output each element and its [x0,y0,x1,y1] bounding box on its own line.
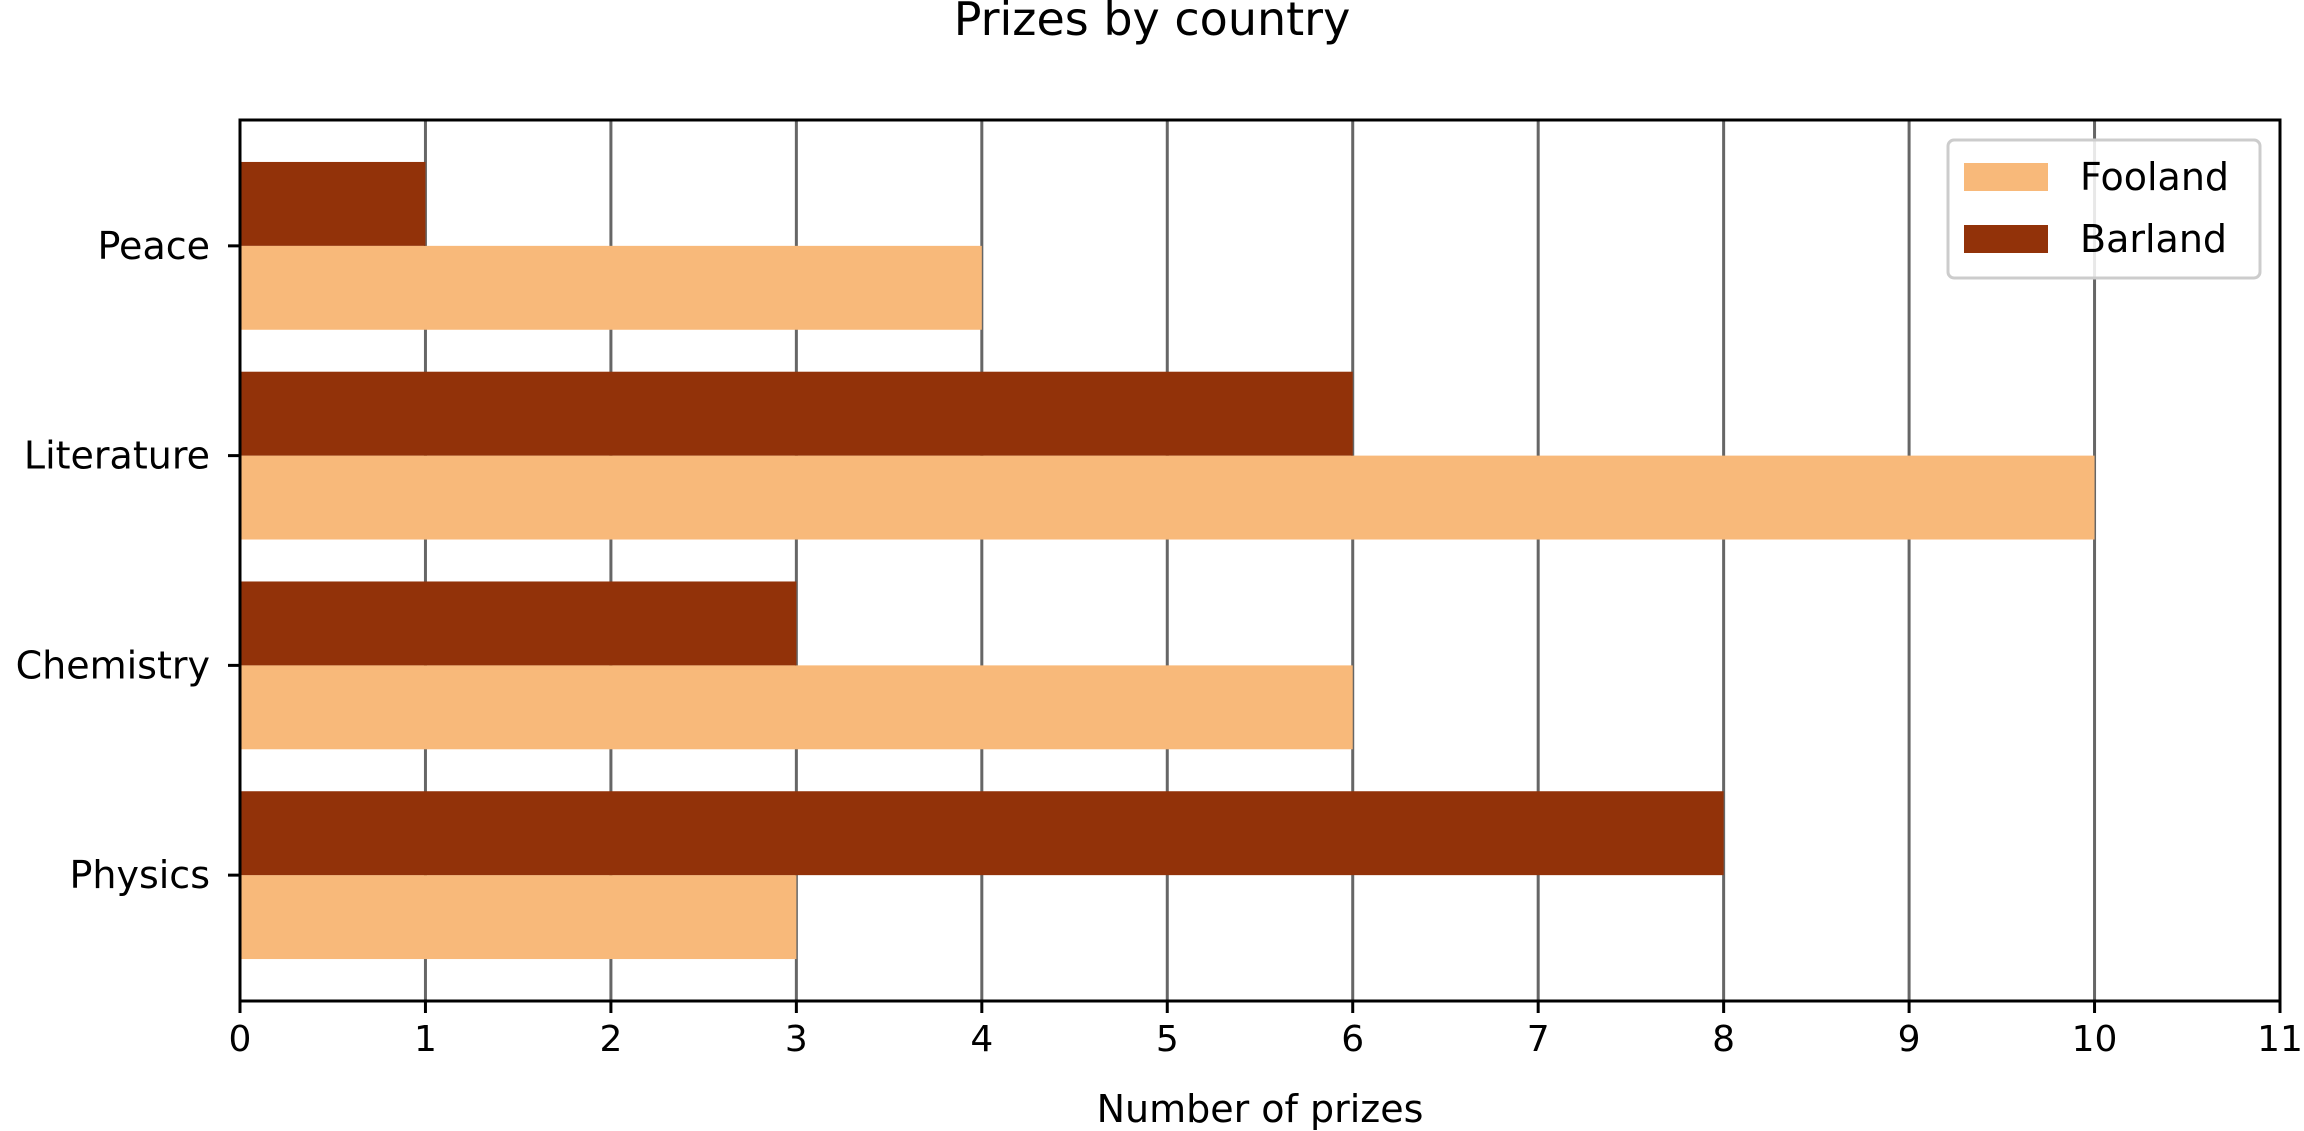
bar-fooland-physics [240,875,797,960]
y-tick-label: Peace [98,224,211,268]
legend-label-barland: Barland [2080,217,2227,261]
bar-fooland-chemistry [240,665,1353,750]
plot-frame [238,118,2282,1003]
y-tick-label: Chemistry [16,643,210,687]
x-tick-label: 4 [970,1019,993,1060]
x-tick-label: 1 [414,1019,437,1060]
bar-fooland-peace [240,245,982,330]
legend-label-fooland: Fooland [2080,155,2229,199]
bar-barland-physics [240,791,1724,876]
bar-fooland-literature [240,455,2095,540]
x-tick-label: 3 [785,1019,808,1060]
x-tick-label: 7 [1527,1019,1550,1060]
x-tick-label: 2 [599,1019,622,1060]
x-tick-label: 0 [229,1019,252,1060]
x-axis-ticks: 0 1 2 3 4 5 6 7 8 9 10 11 [229,1001,2303,1060]
legend: Fooland Barland [1946,138,2262,280]
x-tick-label: 8 [1712,1019,1735,1060]
x-tick-label: 10 [2072,1019,2118,1060]
x-tick-label: 5 [1156,1019,1179,1060]
chart-title: Prizes by country [954,0,1351,46]
bar-barland-chemistry [240,581,797,666]
x-axis-label: Number of prizes [1097,1087,1424,1131]
bar-barland-literature [240,371,1353,456]
legend-swatch-barland [1964,225,2048,253]
y-tick-label: Literature [24,434,210,478]
y-tick-label: Physics [69,853,210,897]
x-tick-label: 6 [1341,1019,1364,1060]
bar-barland-peace [240,161,426,246]
x-tick-label: 9 [1898,1019,1921,1060]
x-tick-label: 11 [2257,1019,2303,1060]
y-axis-ticks: Physics Chemistry Literature Peace [16,224,240,897]
legend-swatch-fooland [1964,163,2048,191]
bars [240,161,2095,960]
